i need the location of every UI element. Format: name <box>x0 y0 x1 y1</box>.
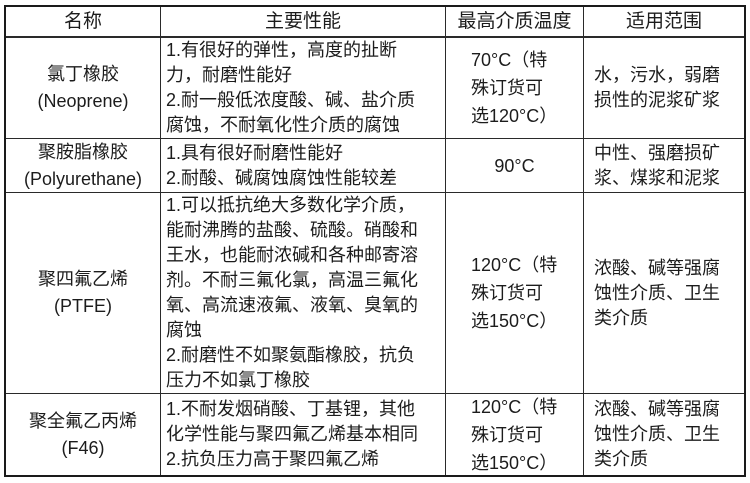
cell-performance: 1.不耐发烟硝酸、丁基锂，其他化学性能与聚四氟乙烯基本相同 2.抗负压力高于聚四… <box>161 394 446 475</box>
material-name-en: (F46) <box>61 437 105 458</box>
cell-performance: 1.具有很好耐磨性能好 2.耐酸、碱腐蚀腐蚀性能较差 <box>161 139 446 193</box>
cell-temperature: 120°C（特殊订货可选150°C） <box>446 193 584 394</box>
material-name-cn: 氯丁橡胶 <box>47 64 119 84</box>
cell-material-name: 氯丁橡胶 (Neoprene) <box>6 38 161 139</box>
cell-material-name: 聚四氟乙烯 (PTFE) <box>6 193 161 394</box>
cell-material-name: 聚胺脂橡胶 (Polyurethane) <box>6 139 161 193</box>
cell-temperature: 90°C <box>446 139 584 193</box>
cell-temperature: 120°C（特殊订货可选150°C） <box>446 394 584 475</box>
material-name-cn: 聚全氟乙丙烯 <box>29 410 137 431</box>
cell-material-name: 聚全氟乙丙烯 (F46) <box>6 394 161 475</box>
material-name-cn: 聚四氟乙烯 <box>38 269 128 289</box>
header-name: 名称 <box>6 7 161 38</box>
cell-applicable-range: 水，污水，弱磨损性的泥浆矿浆 <box>584 38 744 139</box>
material-name-en: (Polyurethane) <box>23 168 143 189</box>
header-applicable-range: 适用范围 <box>584 7 744 38</box>
header-max-medium-temperature: 最高介质温度 <box>446 7 584 38</box>
material-name-en: (Neoprene) <box>37 91 129 111</box>
cell-applicable-range: 中性、强磨损矿浆、煤浆和泥浆 <box>584 139 744 193</box>
cell-performance: 1.有很好的弹性，高度的扯断力，耐磨性能好 2.耐一般低浓度酸、碱、盐介质腐蚀，… <box>161 38 446 139</box>
cell-applicable-range: 浓酸、碱等强腐蚀性介质、卫生类介质 <box>584 193 744 394</box>
material-name-en: (PTFE) <box>54 296 112 316</box>
cell-temperature: 70°C（特殊订货可选120°C） <box>446 38 584 139</box>
cell-performance: 1.可以抵抗绝大多数化学介质，能耐沸腾的盐酸、硫酸。硝酸和王水，也能耐浓碱和各种… <box>161 193 446 394</box>
cell-applicable-range: 浓酸、碱等强腐蚀性介质、卫生类介质 <box>594 399 720 469</box>
material-name-cn: 聚胺脂橡胶 <box>38 141 128 162</box>
header-performance: 主要性能 <box>161 7 446 38</box>
material-properties-table: 名称 主要性能 最高介质温度 适用范围 氯丁橡胶 (Neoprene) 1.有很… <box>4 5 746 477</box>
